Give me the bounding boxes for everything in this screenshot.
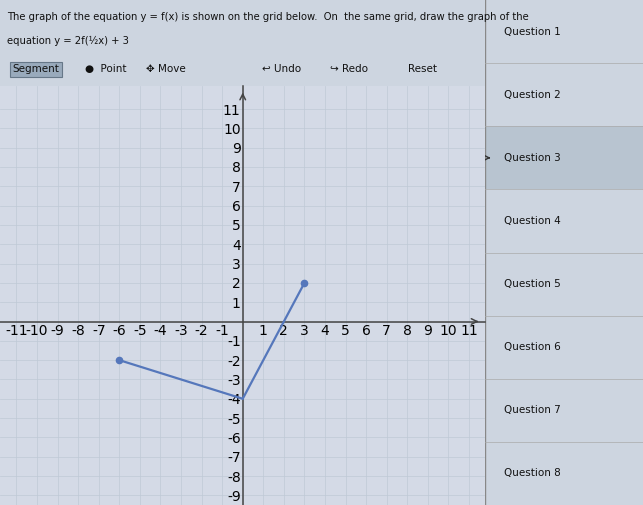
Text: ●  Point: ● Point <box>85 65 127 74</box>
Text: Question 3: Question 3 <box>504 153 561 163</box>
Text: Reset: Reset <box>408 65 437 74</box>
Text: The graph of the equation y = f(x) is shown on the grid below.  On  the same gri: The graph of the equation y = f(x) is sh… <box>7 12 529 22</box>
Text: Question 8: Question 8 <box>504 469 561 478</box>
Text: Segment: Segment <box>12 65 59 74</box>
Text: ↩ Undo: ↩ Undo <box>262 65 302 74</box>
Text: Question 5: Question 5 <box>504 279 561 289</box>
Bar <box>485 126 643 189</box>
Text: Question 7: Question 7 <box>504 406 561 415</box>
Text: Question 2: Question 2 <box>504 90 561 99</box>
Text: ✥ Move: ✥ Move <box>145 65 185 74</box>
Text: ↪ Redo: ↪ Redo <box>330 65 368 74</box>
Text: equation y = 2f(½x) + 3: equation y = 2f(½x) + 3 <box>7 36 129 46</box>
Text: Question 6: Question 6 <box>504 342 561 352</box>
Text: Question 4: Question 4 <box>504 216 561 226</box>
Text: Question 1: Question 1 <box>504 27 561 36</box>
